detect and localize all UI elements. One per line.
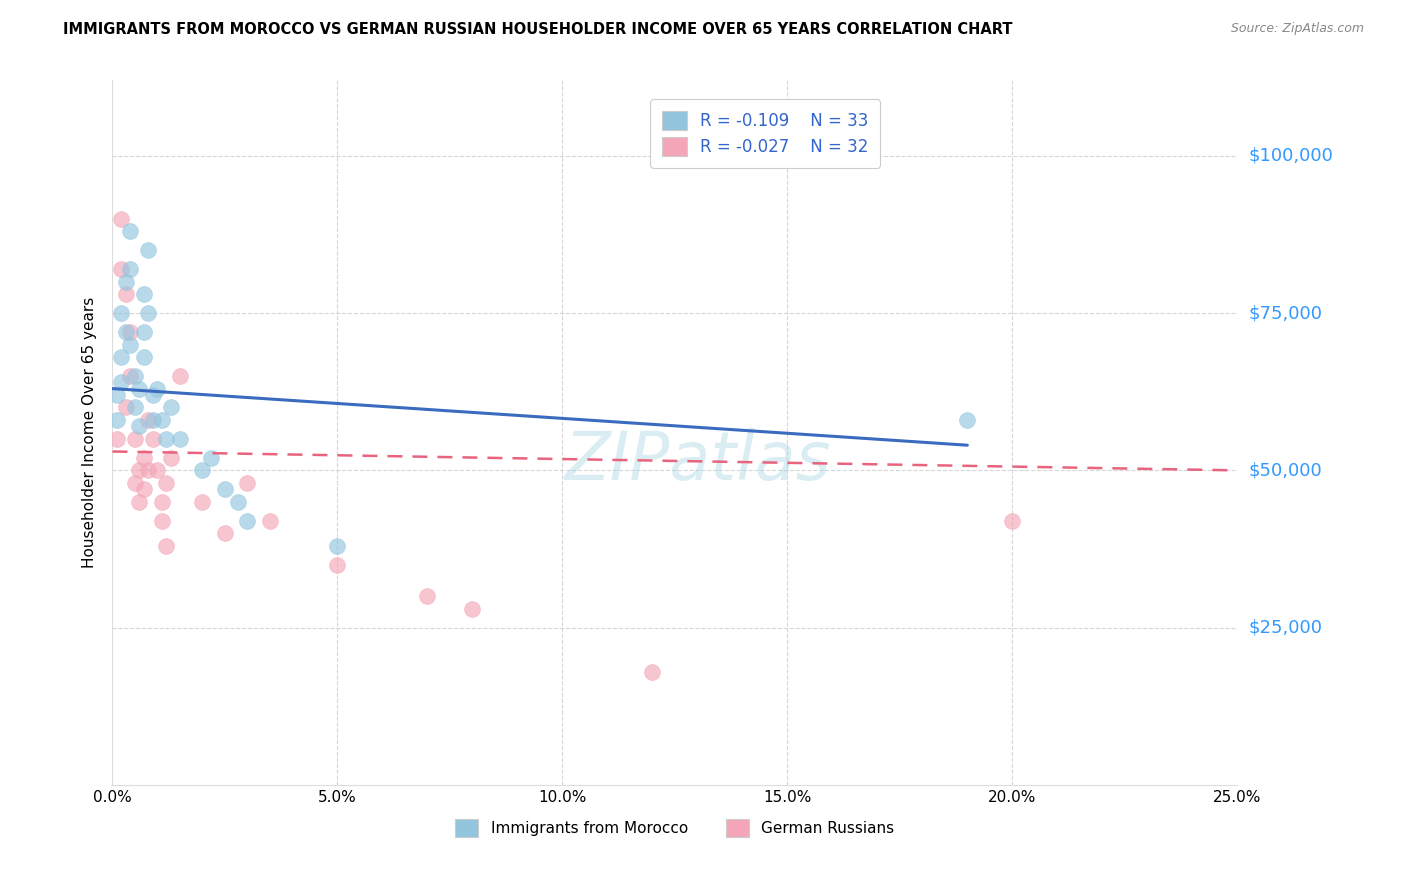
Text: $100,000: $100,000 xyxy=(1249,147,1333,165)
Point xyxy=(128,463,150,477)
Point xyxy=(105,413,128,427)
Point xyxy=(326,558,349,572)
Point xyxy=(138,306,160,320)
Point xyxy=(110,306,132,320)
Point xyxy=(142,413,165,427)
Point xyxy=(120,224,142,238)
Point xyxy=(146,382,169,396)
Point xyxy=(160,401,183,415)
Point xyxy=(124,432,146,446)
Point xyxy=(155,539,177,553)
Text: ZIPatlas: ZIPatlas xyxy=(564,428,831,494)
Point xyxy=(956,413,979,427)
Point xyxy=(120,262,142,277)
Point xyxy=(155,432,177,446)
Point xyxy=(128,419,150,434)
Point xyxy=(128,382,150,396)
Point xyxy=(259,514,281,528)
Text: $75,000: $75,000 xyxy=(1249,304,1323,322)
Point xyxy=(169,432,191,446)
Y-axis label: Householder Income Over 65 years: Householder Income Over 65 years xyxy=(82,297,97,568)
Point xyxy=(132,350,155,364)
Point xyxy=(138,243,160,257)
Point xyxy=(132,325,155,339)
Point xyxy=(115,401,138,415)
Point xyxy=(138,463,160,477)
Point xyxy=(105,388,128,402)
Text: $50,000: $50,000 xyxy=(1249,461,1322,479)
Point xyxy=(124,475,146,490)
Point xyxy=(132,450,155,465)
Point xyxy=(150,514,173,528)
Point xyxy=(169,369,191,384)
Point xyxy=(155,475,177,490)
Point xyxy=(142,432,165,446)
Point xyxy=(150,495,173,509)
Point xyxy=(416,589,439,603)
Point xyxy=(146,463,169,477)
Point xyxy=(142,388,165,402)
Point xyxy=(150,413,173,427)
Point xyxy=(124,401,146,415)
Point xyxy=(110,376,132,390)
Point xyxy=(138,413,160,427)
Point xyxy=(120,337,142,351)
Point xyxy=(115,275,138,289)
Point xyxy=(128,495,150,509)
Point xyxy=(124,369,146,384)
Point xyxy=(191,463,214,477)
Point xyxy=(228,495,250,509)
Point xyxy=(120,325,142,339)
Text: $25,000: $25,000 xyxy=(1249,619,1323,637)
Point xyxy=(641,665,664,679)
Point xyxy=(214,482,236,496)
Point xyxy=(110,262,132,277)
Point xyxy=(236,514,259,528)
Point xyxy=(132,482,155,496)
Point xyxy=(461,601,484,615)
Point xyxy=(115,287,138,301)
Point xyxy=(326,539,349,553)
Point xyxy=(115,325,138,339)
Point xyxy=(105,432,128,446)
Legend: Immigrants from Morocco, German Russians: Immigrants from Morocco, German Russians xyxy=(444,809,905,847)
Point xyxy=(160,450,183,465)
Point xyxy=(1001,514,1024,528)
Point xyxy=(200,450,222,465)
Point xyxy=(236,475,259,490)
Point xyxy=(214,526,236,541)
Text: Source: ZipAtlas.com: Source: ZipAtlas.com xyxy=(1230,22,1364,36)
Point xyxy=(110,350,132,364)
Point xyxy=(191,495,214,509)
Point xyxy=(110,211,132,226)
Point xyxy=(132,287,155,301)
Text: IMMIGRANTS FROM MOROCCO VS GERMAN RUSSIAN HOUSEHOLDER INCOME OVER 65 YEARS CORRE: IMMIGRANTS FROM MOROCCO VS GERMAN RUSSIA… xyxy=(63,22,1012,37)
Point xyxy=(120,369,142,384)
